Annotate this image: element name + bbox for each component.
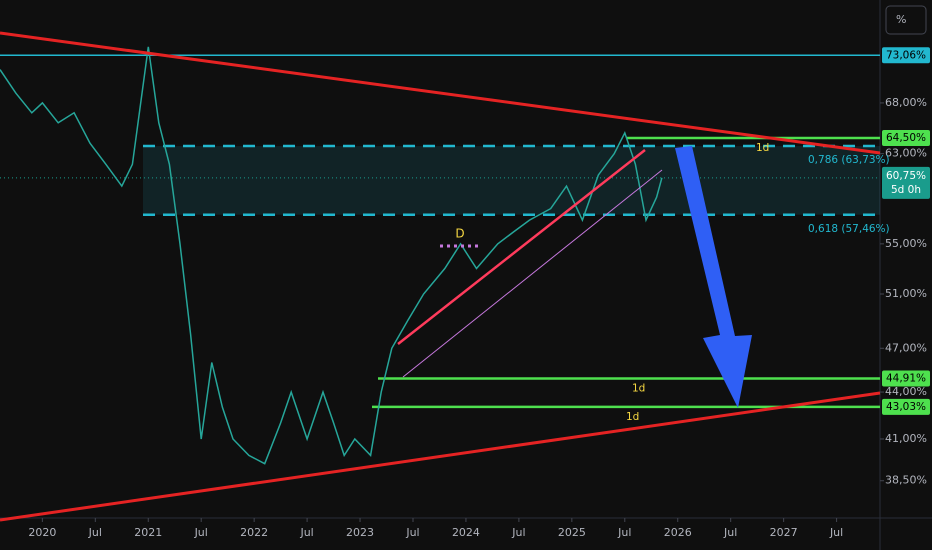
price-tag xyxy=(882,130,930,147)
current-price-label: 60,75% xyxy=(886,170,926,182)
price-tag xyxy=(882,370,930,387)
y-tick-label: 55,00% xyxy=(885,237,927,250)
x-tick-label: Jul xyxy=(617,526,631,539)
level-note: 0,786 (63,73%) xyxy=(808,154,890,166)
forecast-arrow xyxy=(675,146,752,408)
x-tick-label: Jul xyxy=(511,526,525,539)
level-note: 0,618 (57,46%) xyxy=(808,223,890,235)
y-tick-label: 51,00% xyxy=(885,287,927,300)
price-tag-label: 43,03% xyxy=(886,401,926,413)
data-layer xyxy=(0,46,880,465)
price-tag-label: 44,91% xyxy=(886,372,926,384)
x-tick-label: 2022 xyxy=(240,526,268,539)
channel-line xyxy=(402,169,663,378)
label-layer: 68,00% 63,00% 55,00% 51,00% 47,00% 44,00% 41,0… xyxy=(28,47,930,539)
y-tick-label: 41,00% xyxy=(885,432,927,445)
price-tag xyxy=(882,398,930,415)
x-tick-label: Jul xyxy=(194,526,208,539)
y-tick-label: 44,00% xyxy=(885,385,927,398)
price-tag-label: 73,06% xyxy=(886,49,926,61)
level-note: 1d xyxy=(756,142,769,154)
y-tick-label: 68,00% xyxy=(885,96,927,109)
y-tick-label: 38,50% xyxy=(885,474,927,487)
level-note: 1d xyxy=(626,411,639,423)
y-tick-label: 63,00% xyxy=(885,147,927,160)
x-tick-label: Jul xyxy=(829,526,843,539)
x-tick-label: 2025 xyxy=(558,526,586,539)
x-tick-label: Jul xyxy=(299,526,313,539)
price-tag-label: 64,50% xyxy=(886,132,926,144)
trendline xyxy=(0,391,881,522)
channel-line xyxy=(397,149,646,345)
x-tick-label: 2024 xyxy=(452,526,480,539)
scale-button[interactable] xyxy=(885,5,927,35)
x-tick-label: Jul xyxy=(405,526,419,539)
price-tag xyxy=(882,47,930,64)
x-tick-label: Jul xyxy=(88,526,102,539)
price-line xyxy=(0,46,663,465)
zone-layer xyxy=(143,146,880,215)
trendline xyxy=(0,31,881,155)
level-note: 1d xyxy=(632,382,645,394)
countdown-label: 5d 0h xyxy=(891,184,921,196)
y-tick-label: 47,00% xyxy=(885,341,927,354)
x-tick-label: 2023 xyxy=(346,526,374,539)
x-tick-label: 2027 xyxy=(770,526,798,539)
x-tick-label: 2021 xyxy=(134,526,162,539)
pattern-label: D xyxy=(455,227,464,241)
fib-zone xyxy=(143,146,880,215)
x-tick-label: 2020 xyxy=(28,526,56,539)
current-price-tag xyxy=(882,166,930,199)
x-tick-label: 2026 xyxy=(664,526,692,539)
scale-button-label[interactable]: % xyxy=(896,13,906,26)
x-tick-label: Jul xyxy=(723,526,737,539)
